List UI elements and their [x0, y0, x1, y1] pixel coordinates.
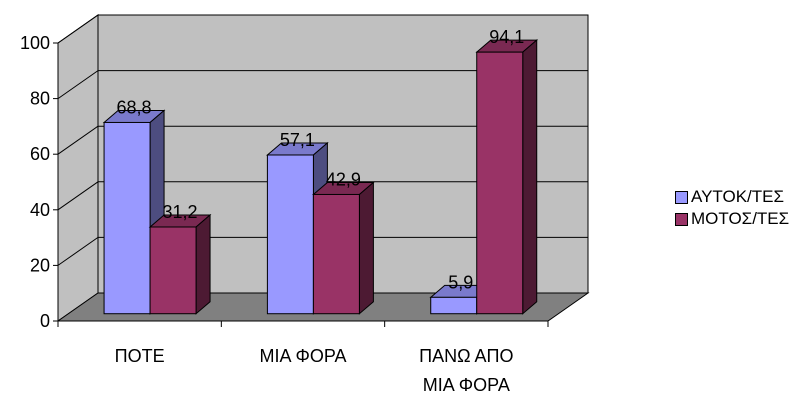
bar-side: [359, 182, 373, 313]
bar: [150, 227, 196, 314]
legend-item-series-2: ΜΟΤΟΣ/ΤΕΣ: [675, 208, 811, 230]
bar: [104, 122, 150, 313]
y-tick-label: 100: [20, 33, 50, 53]
bar-side: [196, 215, 210, 314]
data-label: 57,1: [280, 130, 315, 150]
legend-item-series-1: ΑΥΤΟΚ/ΤΕΣ: [675, 186, 811, 208]
bar: [313, 194, 359, 313]
y-tick-label: 80: [30, 89, 50, 109]
data-label: 42,9: [326, 169, 361, 189]
legend-swatch-series-2: [675, 213, 688, 226]
data-label: 68,8: [117, 97, 152, 117]
data-label: 31,2: [163, 202, 198, 222]
legend-swatch-series-1: [675, 191, 688, 204]
y-tick-label: 20: [30, 255, 50, 275]
bar: [431, 297, 477, 313]
side-wall: [58, 15, 98, 321]
legend-label-series-2: ΜΟΤΟΣ/ΤΕΣ: [691, 208, 789, 230]
legend-label-series-1: ΑΥΤΟΚ/ΤΕΣ: [691, 186, 784, 208]
data-label: 94,1: [489, 27, 524, 47]
x-tick-label: ΠΑΝΩ ΑΠΟ: [419, 346, 513, 366]
y-tick-label: 40: [30, 200, 50, 220]
x-tick-label: ΠΟΤΕ: [115, 346, 165, 366]
x-tick-label: ΜΙΑ ΦΟΡΑ: [423, 375, 510, 394]
y-tick-label: 0: [40, 311, 50, 331]
legend: ΑΥΤΟΚ/ΤΕΣ ΜΟΤΟΣ/ΤΕΣ: [675, 186, 811, 230]
x-tick-label: ΜΙΑ ΦΟΡΑ: [259, 346, 346, 366]
bar: [267, 155, 313, 314]
bar: [477, 52, 523, 314]
data-label: 5,9: [448, 272, 473, 292]
y-tick-label: 60: [30, 144, 50, 164]
bar-side: [523, 40, 537, 314]
